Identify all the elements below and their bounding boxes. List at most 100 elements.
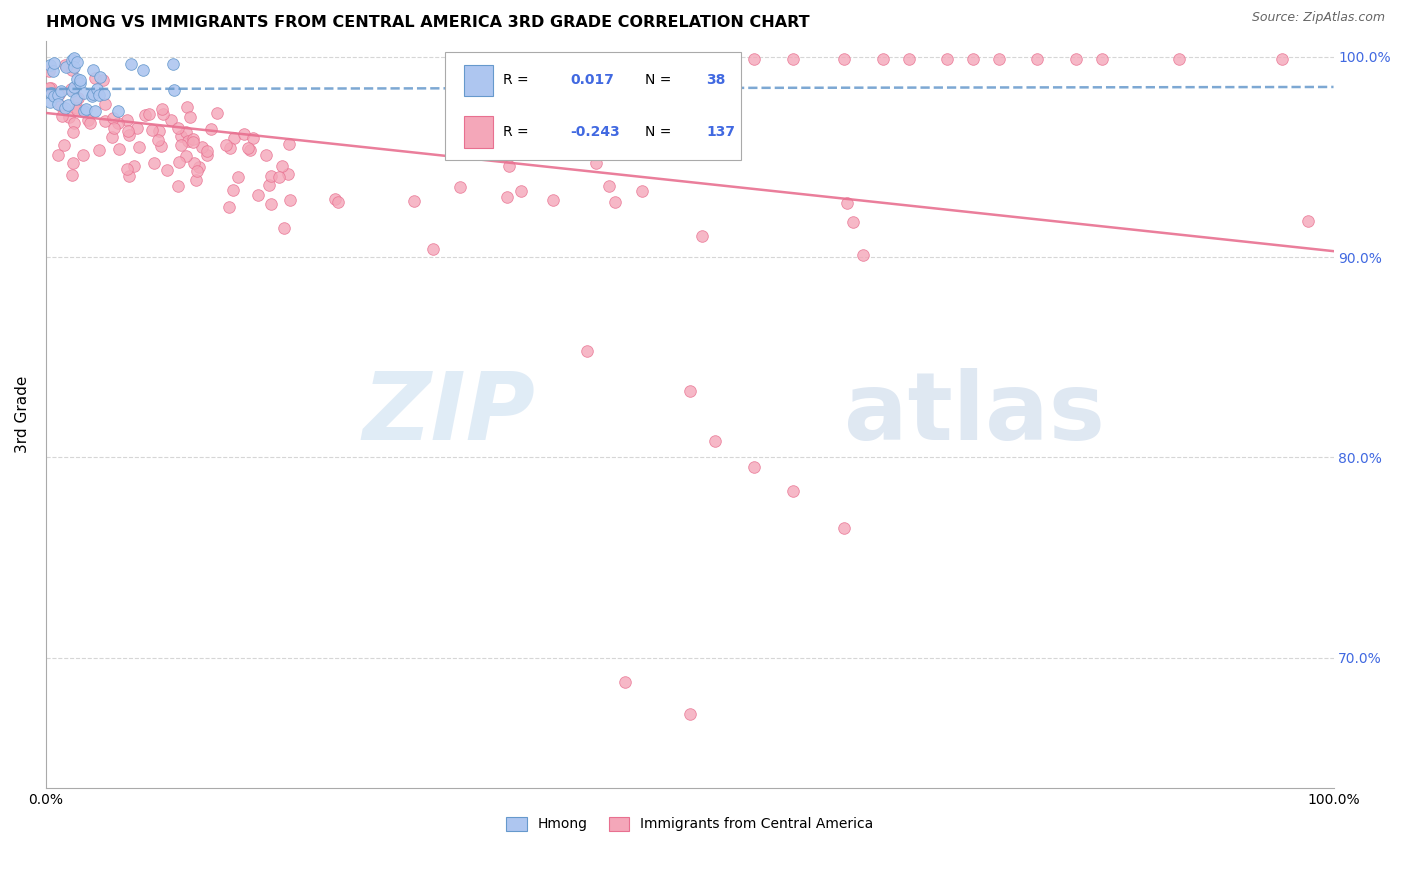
Point xyxy=(852,248,875,262)
Text: N =: N = xyxy=(645,125,675,139)
Point xyxy=(63,80,86,95)
Point xyxy=(254,148,277,162)
Point xyxy=(134,108,156,122)
Point xyxy=(191,140,214,154)
Point xyxy=(66,103,89,117)
Point xyxy=(84,103,107,118)
Point xyxy=(38,95,60,109)
Point xyxy=(94,96,117,111)
Point xyxy=(141,122,163,136)
Point xyxy=(55,60,77,74)
Point xyxy=(271,159,294,173)
Point xyxy=(86,82,108,96)
Point xyxy=(127,121,149,136)
Point xyxy=(277,167,299,181)
Point xyxy=(82,87,104,102)
Point xyxy=(91,73,114,87)
Point xyxy=(278,136,301,151)
Text: ZIP: ZIP xyxy=(363,368,536,460)
Point xyxy=(837,195,859,210)
Point xyxy=(195,147,218,161)
Point xyxy=(468,137,491,152)
Point xyxy=(160,112,183,127)
Point xyxy=(66,91,89,105)
Point xyxy=(226,170,249,185)
Point xyxy=(44,56,66,70)
Point xyxy=(585,156,607,170)
Point xyxy=(49,84,72,98)
Point xyxy=(162,56,184,70)
Point xyxy=(69,73,91,87)
Point xyxy=(222,131,245,145)
Point xyxy=(496,190,519,204)
Point xyxy=(1271,52,1294,66)
Point xyxy=(108,142,131,156)
Point xyxy=(183,155,205,169)
Point xyxy=(83,71,105,86)
Point xyxy=(219,141,242,155)
Point xyxy=(72,103,94,118)
Point xyxy=(66,72,89,87)
Point xyxy=(87,88,110,103)
Point xyxy=(962,52,984,66)
Point xyxy=(167,154,190,169)
Point xyxy=(449,179,471,194)
Point xyxy=(132,63,155,78)
Legend: Hmong, Immigrants from Central America: Hmong, Immigrants from Central America xyxy=(501,811,879,837)
Point xyxy=(1296,214,1319,228)
Point xyxy=(115,113,138,128)
Point xyxy=(77,112,100,127)
Point xyxy=(60,53,83,67)
Point xyxy=(257,178,280,193)
Point xyxy=(38,64,60,78)
Point xyxy=(117,162,139,177)
Point xyxy=(63,116,86,130)
Point xyxy=(117,123,139,137)
Point xyxy=(579,139,602,153)
Point xyxy=(39,58,62,72)
Point xyxy=(138,106,160,120)
Text: 137: 137 xyxy=(706,125,735,139)
Point xyxy=(215,138,238,153)
Y-axis label: 3rd Grade: 3rd Grade xyxy=(15,376,30,453)
Point xyxy=(122,160,145,174)
Point xyxy=(46,148,69,162)
Point xyxy=(107,116,129,130)
Bar xyxy=(464,116,492,148)
Point xyxy=(149,139,172,153)
Point xyxy=(150,102,173,116)
Point xyxy=(176,100,198,114)
Point xyxy=(179,110,201,124)
Point xyxy=(82,62,104,77)
Point xyxy=(87,143,110,157)
Point xyxy=(60,63,83,78)
Point xyxy=(278,193,301,207)
Point xyxy=(183,131,205,145)
Point xyxy=(260,197,283,211)
Point xyxy=(842,215,865,229)
Point xyxy=(326,195,349,210)
Text: N =: N = xyxy=(645,73,675,87)
Text: 0.017: 0.017 xyxy=(569,73,614,87)
Point xyxy=(38,80,60,95)
Point xyxy=(402,194,425,208)
Point xyxy=(65,92,87,106)
Point xyxy=(107,103,129,118)
Point xyxy=(53,101,76,115)
Point xyxy=(58,97,80,112)
Point xyxy=(205,106,228,120)
Point xyxy=(80,88,103,103)
Point xyxy=(605,195,627,210)
Point xyxy=(186,164,208,178)
Point xyxy=(598,179,620,194)
Point xyxy=(177,134,200,148)
Point xyxy=(936,52,959,66)
Point xyxy=(101,130,124,145)
Text: HMONG VS IMMIGRANTS FROM CENTRAL AMERICA 3RD GRADE CORRELATION CHART: HMONG VS IMMIGRANTS FROM CENTRAL AMERICA… xyxy=(46,15,810,30)
Point xyxy=(832,52,855,66)
Point xyxy=(897,52,920,66)
Point xyxy=(273,220,295,235)
Point xyxy=(146,133,169,147)
Point xyxy=(60,169,83,183)
Point xyxy=(152,106,174,120)
